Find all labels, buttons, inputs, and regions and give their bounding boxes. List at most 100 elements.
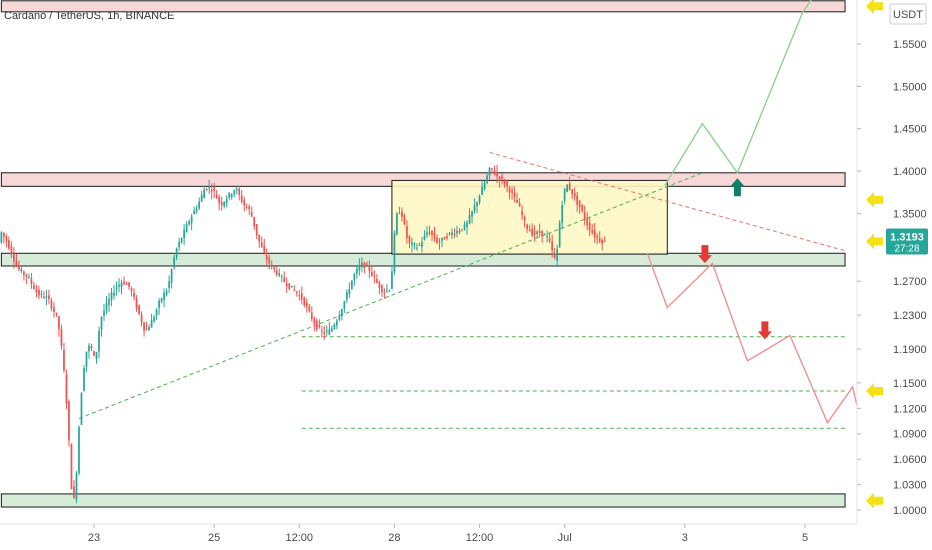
candle-body — [310, 312, 313, 320]
candle — [35, 284, 38, 298]
bearish-projection-path[interactable] — [646, 253, 879, 492]
candle — [115, 281, 118, 296]
candle-body — [313, 318, 316, 325]
candle-body — [8, 240, 10, 249]
candle — [98, 326, 100, 359]
candle — [68, 399, 70, 447]
candle — [558, 219, 561, 248]
candle-body — [290, 285, 293, 288]
candle — [443, 236, 446, 240]
candle-body — [376, 279, 378, 283]
candle-body — [588, 222, 591, 231]
candle — [538, 223, 541, 238]
short-entry-arrow-2[interactable] — [757, 321, 772, 340]
candle-body — [228, 192, 231, 198]
candle-body — [541, 230, 544, 236]
candle-body — [93, 351, 95, 356]
candle — [88, 343, 90, 359]
candle — [235, 185, 238, 195]
price-tick-label: 1.0600 — [893, 454, 927, 466]
candle-body — [401, 211, 403, 217]
candle — [60, 324, 63, 350]
candle — [508, 185, 511, 200]
price-tick-label: 1.2300 — [893, 310, 927, 322]
consolidation-range-box[interactable] — [391, 179, 668, 255]
time-axis-panel[interactable] — [0, 524, 932, 550]
candle-body — [30, 278, 33, 284]
candle-body — [371, 271, 373, 276]
candle — [143, 321, 145, 337]
candle-body — [240, 195, 243, 203]
zone-bottom-support[interactable] — [0, 493, 846, 508]
candle — [48, 289, 50, 304]
candle-body — [225, 199, 228, 203]
candle-body — [260, 242, 263, 248]
candle-body — [200, 194, 203, 202]
candle — [436, 234, 438, 245]
candle-body — [35, 289, 38, 293]
candle-body — [458, 230, 461, 233]
candle-body — [28, 277, 30, 279]
candle-body — [53, 307, 55, 312]
candle-body — [165, 290, 168, 296]
short-entry-arrow-1[interactable] — [697, 245, 712, 264]
candle — [138, 304, 140, 316]
candle-body — [98, 330, 100, 352]
candle — [0, 231, 3, 245]
candle-body — [468, 215, 471, 224]
candle — [28, 273, 30, 280]
candle-body — [243, 200, 246, 206]
candle-body — [275, 270, 278, 275]
candle — [345, 289, 348, 304]
candle-body — [391, 271, 393, 290]
candle-body — [50, 300, 53, 309]
candle-body — [63, 349, 65, 371]
time-tick-label: Jul — [558, 532, 572, 544]
candle — [393, 230, 396, 275]
candle-body — [548, 238, 551, 242]
zone-support-band[interactable] — [0, 252, 846, 267]
candle-body — [118, 284, 120, 287]
candle — [220, 196, 223, 211]
candle-body — [431, 230, 433, 235]
resistance-band-marker — [866, 191, 883, 208]
candle — [245, 203, 248, 210]
candle-body — [33, 285, 35, 289]
candle — [531, 223, 533, 238]
candle-body — [603, 240, 606, 242]
candle-body — [345, 292, 348, 300]
candle — [493, 165, 496, 176]
candle-body — [533, 230, 536, 235]
candle — [90, 343, 93, 352]
candle — [233, 189, 236, 198]
long-entry-arrow[interactable] — [730, 178, 745, 197]
candle — [511, 186, 513, 200]
candle-body — [115, 287, 118, 290]
candle — [180, 237, 183, 244]
candle-body — [153, 317, 155, 322]
candle — [383, 288, 386, 299]
candle — [401, 207, 403, 222]
currency-badge[interactable]: USDT — [889, 3, 927, 25]
price-axis-panel[interactable] — [857, 0, 932, 524]
candle — [160, 297, 163, 304]
candle-body — [511, 190, 513, 193]
candle — [481, 179, 483, 196]
candle-body — [85, 351, 88, 367]
range-layer — [391, 179, 668, 255]
candle-body — [436, 237, 438, 243]
price-tick-label: 1.4500 — [893, 124, 927, 136]
candle — [438, 237, 441, 250]
bullish-projection-path[interactable] — [664, 0, 818, 186]
candle — [280, 274, 283, 283]
candle — [50, 298, 53, 312]
falling-trendline[interactable] — [489, 151, 846, 252]
zone-top-resistance[interactable] — [0, 0, 846, 13]
candle-body — [123, 281, 125, 285]
currency-badge-frame — [889, 3, 927, 25]
candle — [298, 289, 301, 301]
candle — [85, 351, 88, 372]
candles-layer — [0, 164, 606, 504]
candle-body — [155, 309, 158, 315]
